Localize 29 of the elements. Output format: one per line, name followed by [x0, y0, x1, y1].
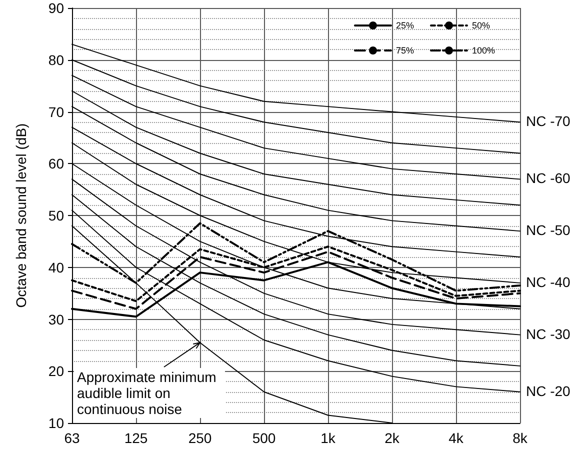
- x-tick-label: 4k: [448, 430, 464, 446]
- legend-label: 50%: [472, 20, 490, 30]
- x-tick-label: 250: [188, 430, 212, 446]
- y-tick-label: 70: [48, 104, 64, 120]
- annotation: NC -30: [526, 326, 570, 342]
- x-tick-label: 500: [252, 430, 276, 446]
- x-tick-label: 125: [124, 430, 148, 446]
- x-tick-label: 63: [64, 430, 80, 446]
- annotation: NC -50: [526, 222, 570, 238]
- y-tick-label: 90: [48, 0, 64, 16]
- y-tick-label: 20: [48, 363, 64, 380]
- annotation: Approximate minimum audible limit on continuous noise: [74, 368, 225, 418]
- annotation: NC -60: [526, 170, 570, 186]
- legend-label: 100%: [472, 46, 496, 56]
- y-tick-label: 50: [48, 208, 64, 224]
- y-tick-label: 10: [48, 415, 64, 431]
- x-tick-label: 2k: [384, 430, 400, 446]
- y-tick-label: 80: [48, 52, 64, 68]
- y-axis-title: Octave band sound level (dB): [13, 123, 29, 308]
- x-tick-label: 8k: [512, 430, 528, 446]
- annotation: NC -40: [526, 274, 570, 290]
- annotation: NC -20: [526, 382, 570, 399]
- y-tick-label: 30: [48, 311, 64, 328]
- y-tick-label: 60: [48, 156, 64, 172]
- legend-label: 25%: [396, 20, 414, 30]
- x-tick-label: 1k: [320, 430, 336, 446]
- legend-label: 75%: [396, 46, 414, 56]
- y-tick-label: 40: [48, 259, 64, 276]
- annotation: NC -70: [526, 113, 570, 130]
